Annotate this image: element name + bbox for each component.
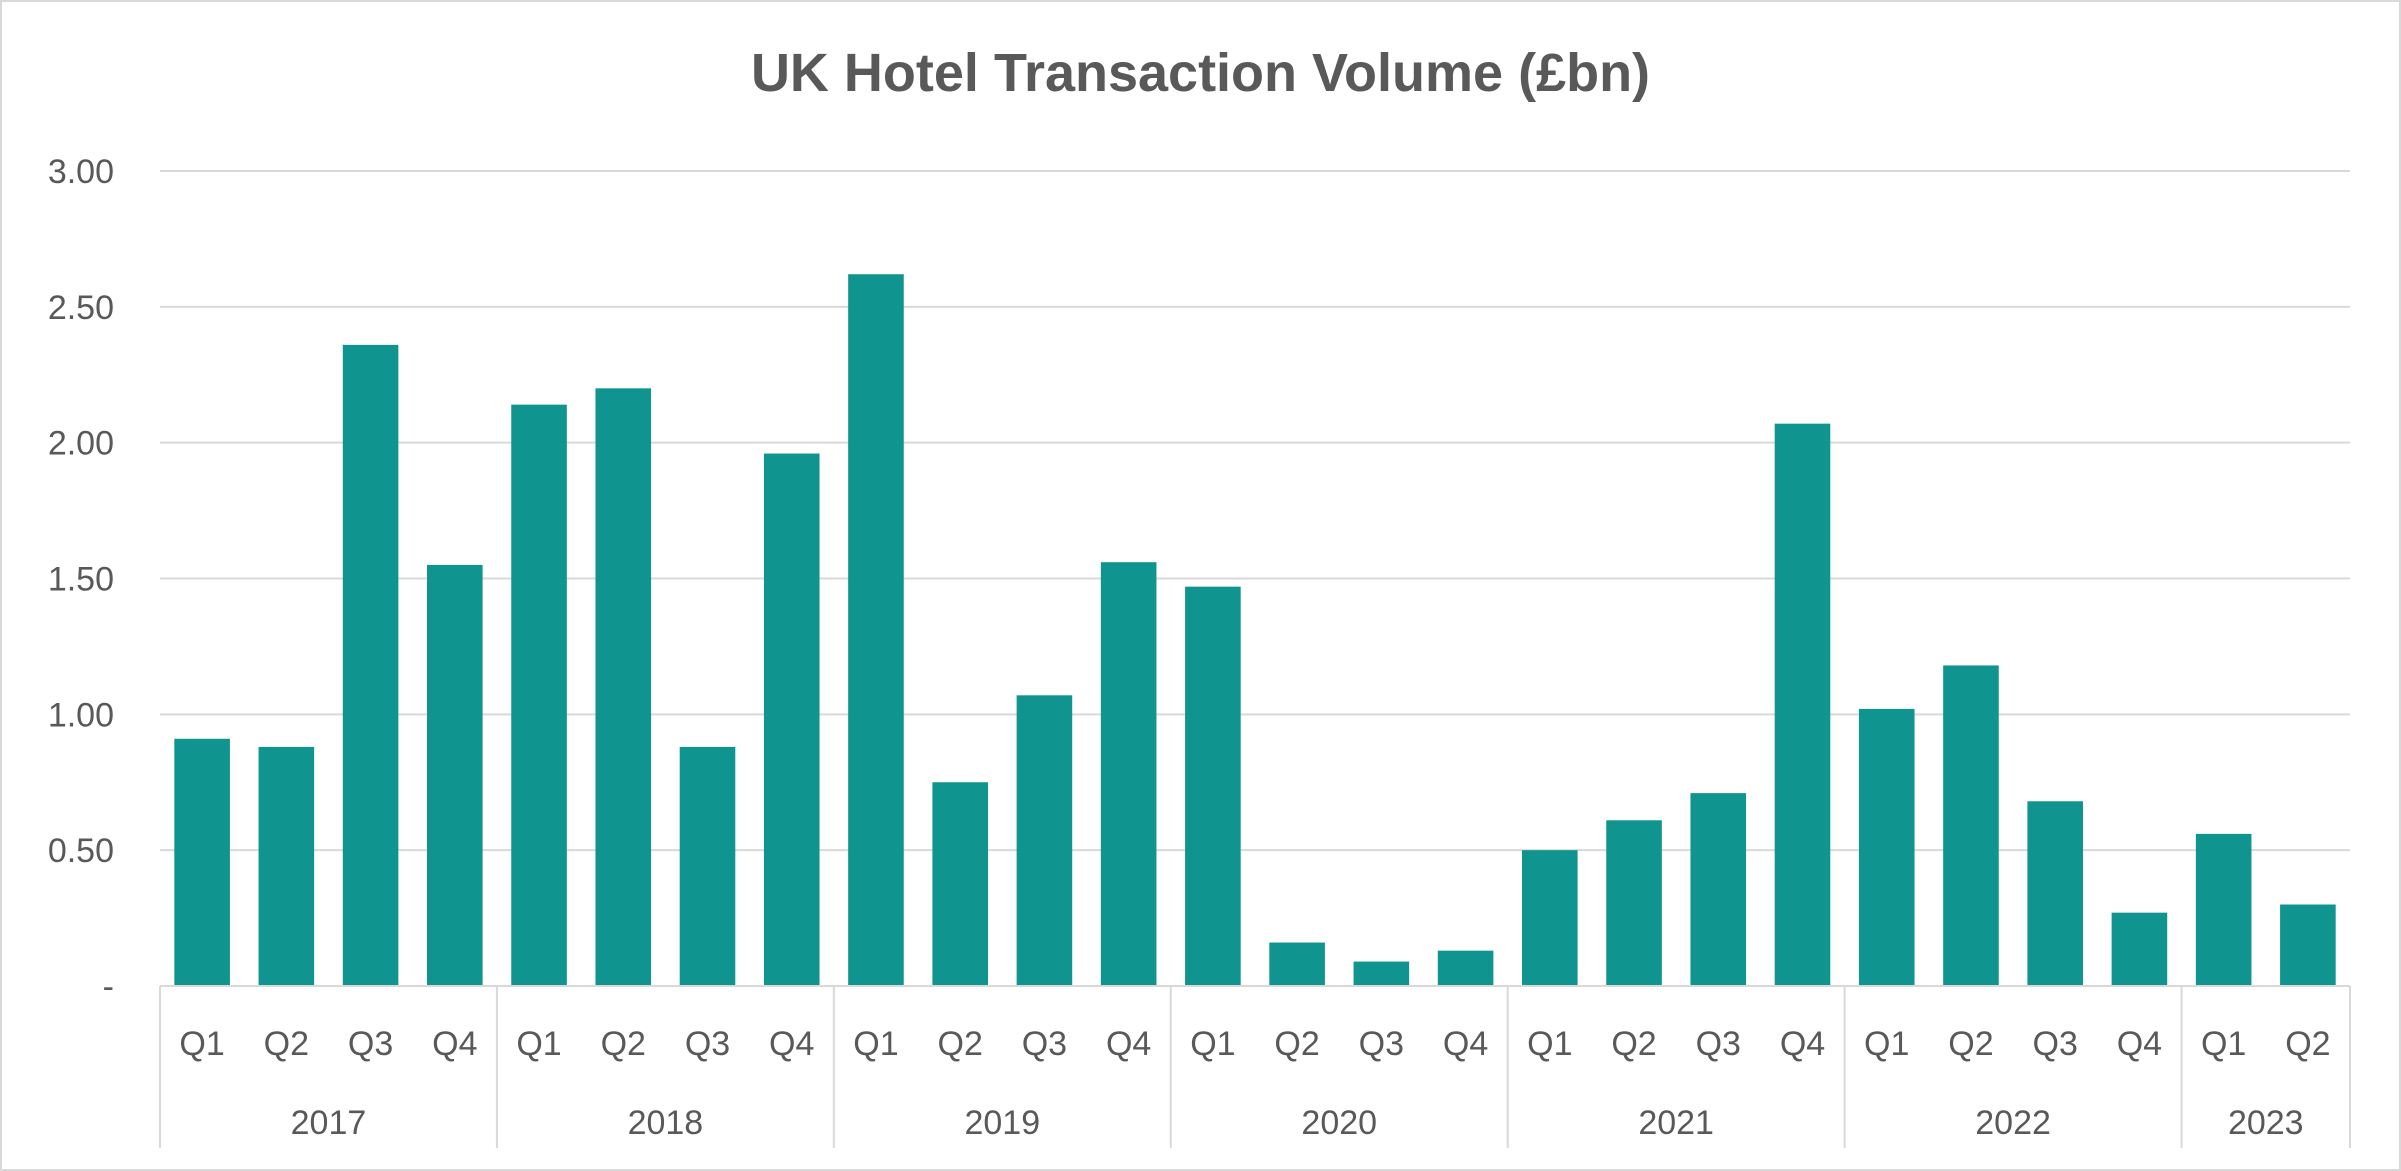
x-tick-label: Q2 <box>1274 1025 1319 1063</box>
x-tick-label: Q4 <box>1443 1025 1488 1063</box>
bar <box>174 738 230 986</box>
x-tick-label: Q1 <box>516 1025 561 1063</box>
year-label: 2019 <box>964 1104 1040 1142</box>
y-tick-label: 2.50 <box>48 289 114 327</box>
x-tick-label: Q1 <box>179 1025 224 1063</box>
x-tick-label: Q1 <box>1527 1025 1572 1063</box>
bar <box>1353 961 1410 986</box>
x-tick-label: Q2 <box>938 1025 983 1063</box>
bar <box>1016 695 1073 986</box>
bar <box>1522 850 1578 986</box>
year-label: 2023 <box>2228 1104 2304 1142</box>
y-tick-label: 0.50 <box>48 832 114 870</box>
bar <box>2280 904 2336 986</box>
bar <box>511 404 567 987</box>
x-tick-label: Q4 <box>1780 1025 1825 1063</box>
x-tick-label: Q4 <box>769 1025 814 1063</box>
bar <box>679 746 736 986</box>
x-tick-label: Q1 <box>1864 1025 1909 1063</box>
bar <box>595 388 652 986</box>
x-tick-label: Q1 <box>1190 1025 1235 1063</box>
bar <box>848 274 904 986</box>
bar <box>1437 950 1494 986</box>
y-tick-label: - <box>103 968 114 1006</box>
x-tick-label: Q2 <box>1948 1025 1993 1063</box>
x-tick-label: Q3 <box>348 1025 393 1063</box>
chart-title: UK Hotel Transaction Volume (£bn) <box>750 43 1651 103</box>
x-tick-label: Q4 <box>432 1025 477 1063</box>
x-tick-label: Q4 <box>2117 1025 2162 1063</box>
year-label: 2017 <box>291 1104 367 1142</box>
y-tick-label: 1.50 <box>48 561 114 599</box>
x-tick-label: Q3 <box>685 1025 730 1063</box>
bar <box>1269 942 1325 986</box>
x-tick-label: Q2 <box>601 1025 646 1063</box>
x-tick-label: Q1 <box>853 1025 898 1063</box>
bar <box>1100 562 1157 986</box>
bar <box>1774 423 1831 986</box>
year-label: 2020 <box>1301 1104 1377 1142</box>
x-tick-label: Q2 <box>264 1025 309 1063</box>
year-label: 2021 <box>1638 1104 1714 1142</box>
bar <box>763 453 820 986</box>
bar <box>258 746 315 986</box>
y-axis-ticks: - 0.50 1.00 1.50 2.00 2.50 3.00 <box>48 153 114 1006</box>
x-tick-label: Q3 <box>2033 1025 2078 1063</box>
y-tick-label: 2.00 <box>48 425 114 463</box>
bar <box>1606 820 1662 986</box>
x-tick-label: Q1 <box>2201 1025 2246 1063</box>
bars <box>174 274 2336 987</box>
x-tick-label: Q3 <box>1696 1025 1741 1063</box>
x-tick-label: Q2 <box>1611 1025 1656 1063</box>
bar <box>427 564 483 986</box>
bar <box>342 344 399 986</box>
bar <box>1690 793 1747 986</box>
x-tick-label: Q3 <box>1022 1025 1067 1063</box>
bar <box>2195 833 2252 986</box>
bar <box>932 782 988 986</box>
x-tick-label: Q3 <box>1359 1025 1404 1063</box>
gridlines <box>160 170 2350 852</box>
bar <box>1185 586 1241 986</box>
x-tick-label: Q2 <box>2285 1025 2330 1063</box>
year-label: 2022 <box>1975 1104 2051 1142</box>
bar <box>1943 665 1999 986</box>
bar <box>2111 912 2168 986</box>
bar <box>2027 801 2083 986</box>
y-tick-label: 3.00 <box>48 153 114 191</box>
x-tick-label: Q4 <box>1106 1025 1151 1063</box>
x-axis: Q1 Q2 Q3 Q4 Q1 Q2 Q3 Q4 Q1 Q2 Q3 Q4 Q1 Q2 Q3 Q4 Q1 Q2 Q3 Q4… <box>159 985 2351 1148</box>
bar <box>1858 708 1915 986</box>
y-tick-label: 1.00 <box>48 696 114 734</box>
year-label: 2018 <box>628 1104 704 1142</box>
